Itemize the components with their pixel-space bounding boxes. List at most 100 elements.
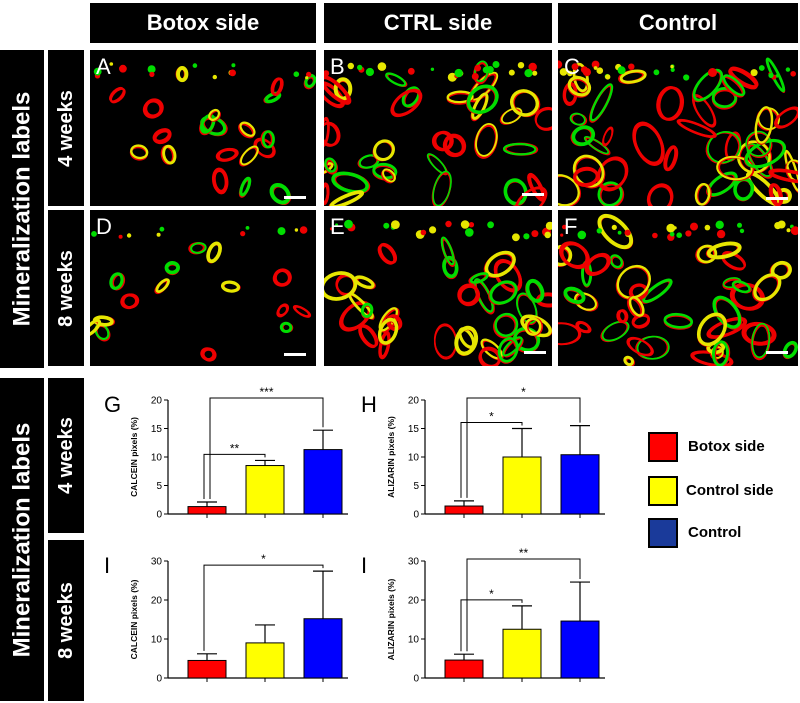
bar-botox-side [444,659,484,679]
micrograph-c-image [558,57,798,206]
scale-bar [522,193,544,196]
panel-label-f: F [564,214,578,239]
row-label-8-weeks-top: 8 weeks [48,210,84,366]
micrograph-panel-a: A [90,50,316,206]
row-label-text: 4 weeks [54,89,77,167]
row-label-text: 8 weeks [54,249,77,327]
y-tick-label: 15 [408,424,420,435]
micrograph-panel-b: B [324,50,552,206]
row-label-text: 8 weeks [54,582,77,659]
bar-control-side [502,456,542,515]
bar-control [560,454,600,515]
row-label-4-weeks-bottom: 4 weeks [48,378,84,533]
bar-control [560,620,600,679]
legend-label-control-side: Control side [686,482,774,499]
y-tick-label: 10 [151,453,163,464]
panel-label-d: D [96,214,112,239]
y-tick-label: 0 [413,510,419,521]
micrograph-d-image [90,226,312,362]
y-tick-label: 30 [151,557,163,568]
y-tick-label: 20 [408,396,420,407]
micrograph-e-image [324,219,552,366]
chart-i-calcein-8-weeks: I CALCEIN pixels (%) 0 10 20 30 * [104,552,348,685]
column-header-botox: Botox side [90,3,316,43]
y-axis-label: ALIZARIN pixels (%) [386,416,396,498]
y-axis-label: CALCEIN pixels (%) [129,417,139,497]
bar-botox-side [187,506,227,515]
legend: Botox side Control side Control [648,432,798,552]
group-label-bottom: Mineralization labels [0,378,44,701]
significance-label: * [261,552,266,566]
scale-bar [766,197,788,200]
legend-label-botox: Botox side [688,438,765,455]
significance-label: *** [259,385,273,399]
significance-label: * [489,410,494,424]
column-header-ctrl-side: CTRL side [324,3,552,43]
y-tick-label: 5 [156,481,162,492]
legend-swatch-control-side [648,476,678,506]
row-label-4-weeks-top: 4 weeks [48,50,84,206]
micrograph-panel-d: D [90,210,316,366]
y-axis-label: ALIZARIN pixels (%) [386,578,396,660]
legend-label-control: Control [688,524,742,541]
y-tick-label: 20 [151,396,163,407]
y-tick-label: 20 [408,596,420,607]
significance-label: ** [230,441,240,455]
legend-swatch-control [648,518,678,548]
bar-control-side [245,642,285,679]
y-tick-label: 15 [151,424,163,435]
group-label-bottom-text: Mineralization labels [8,422,36,657]
panel-label-i: I [104,553,110,578]
row-label-8-weeks-bottom: 8 weeks [48,540,84,701]
group-label-top: Mineralization labels [0,50,44,368]
scale-bar [284,196,306,199]
micrograph-b-image [324,60,552,206]
significance-bracket [203,564,324,651]
bar-botox-side [187,659,227,679]
bar-control-side [245,465,285,515]
micrograph-f-image [558,213,798,366]
scale-bar [284,353,306,356]
panel-label-c: C [564,54,580,79]
significance-bracket [466,397,581,498]
significance-bracket [209,397,324,500]
y-tick-label: 0 [156,674,162,685]
bar-control [303,449,343,515]
y-tick-label: 5 [413,481,419,492]
scale-bar [766,351,788,354]
y-axis-label: CALCEIN pixels (%) [129,579,139,659]
significance-label: ** [519,546,529,560]
micrograph-panel-e: E [324,210,552,366]
micrograph-a-image [93,62,316,206]
panel-label-a: A [96,54,111,79]
panel-label-i: I [361,553,367,578]
y-tick-label: 20 [151,596,163,607]
significance-bracket [460,422,523,498]
scale-bar [524,351,546,354]
significance-bracket [460,599,523,652]
bar-control-side [502,628,542,679]
significance-label: * [521,385,526,399]
y-tick-label: 0 [413,674,419,685]
row-label-text: 4 weeks [54,417,77,494]
panel-label-b: B [330,54,345,79]
y-tick-label: 10 [408,635,420,646]
micrograph-panel-c: C [558,50,798,206]
significance-label: * [489,587,494,601]
panel-label-g: G [104,392,121,417]
significance-bracket [203,453,266,500]
group-label-top-text: Mineralization labels [8,91,36,327]
bar-control [303,618,343,679]
legend-swatch-botox [648,432,678,462]
panel-label-e: E [330,214,345,239]
panel-label-h: H [361,392,377,417]
y-tick-label: 10 [151,635,163,646]
micrograph-panel-f: F [558,210,798,366]
column-header-control: Control [558,3,798,43]
y-tick-label: 0 [156,510,162,521]
y-tick-label: 10 [408,453,420,464]
bar-botox-side [444,505,484,515]
significance-bracket [466,558,581,652]
